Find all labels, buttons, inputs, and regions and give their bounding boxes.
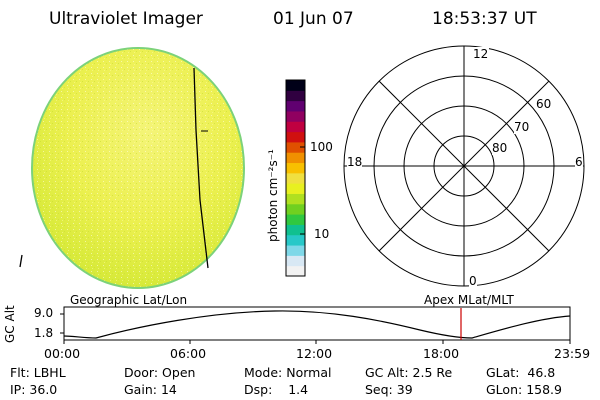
- colorbar-tick-100: 100: [310, 140, 333, 154]
- footer-seq: Seq: 39: [365, 382, 413, 397]
- mlt-label-12: 12: [472, 47, 490, 61]
- orbit-axis-title: GC Alt: [3, 305, 17, 343]
- colorbar-segment: [286, 224, 305, 236]
- colorbar-segment: [286, 203, 305, 215]
- orbit-xtick-2359: 23:59: [554, 346, 591, 361]
- colorbar-segment: [286, 234, 305, 246]
- footer-gc-alt: GC Alt: 2.5 Re: [365, 365, 453, 380]
- orbit-altitude-curve: [63, 310, 571, 339]
- lat-label-80: 80: [492, 141, 508, 155]
- time-readout: 18:53:37 UT: [432, 9, 537, 29]
- colorbar-segment: [286, 100, 305, 112]
- footer-door: Door: Open: [124, 365, 196, 380]
- colorbar-segment: [286, 152, 305, 164]
- orbit-right-label: Apex MLat/MLT: [424, 293, 514, 307]
- orbit-xtick-0000: 00:00: [44, 346, 81, 361]
- colorbar-segment: [286, 162, 305, 174]
- disk-noise: [33, 49, 243, 287]
- orbit-ytick-1-8: 1.8: [34, 326, 54, 340]
- colorbar-segment: [286, 265, 305, 277]
- terminator-line: [193, 67, 209, 269]
- mlt-label-0: 0: [469, 274, 477, 288]
- orbit-xtick-1800: 18:00: [423, 346, 460, 361]
- colorbar-segment: [286, 80, 305, 91]
- orbit-left-label: Geographic Lat/Lon: [70, 293, 188, 307]
- colorbar-segment: [286, 172, 305, 184]
- orbit-xtick-1200: 12:00: [296, 346, 333, 361]
- orbit-xtick-0600: 06:00: [170, 346, 207, 361]
- colorbar-segment: [286, 131, 305, 143]
- mlt-label-6: 6: [575, 155, 583, 169]
- lat-label-60: 60: [536, 97, 552, 111]
- edge-mark: [19, 254, 23, 268]
- footer-glon: GLon: 158.9: [486, 382, 562, 397]
- footer-mode: Mode: Normal: [244, 365, 332, 380]
- polar-diag-2: [378, 80, 550, 252]
- footer-ip: IP: 36.0: [10, 382, 58, 397]
- colorbar-segment: [286, 90, 305, 102]
- footer-gain: Gain: 14: [124, 382, 177, 397]
- footer-filter: Flt: LBHL: [10, 365, 66, 380]
- colorbar-segment: [286, 193, 305, 205]
- lat-label-70: 70: [514, 120, 530, 134]
- colorbar-segment: [286, 141, 305, 153]
- orbit-ytick-9: 9.0: [34, 306, 54, 320]
- colorbar-segment: [286, 110, 305, 122]
- footer-dsp: Dsp: 1.4: [244, 382, 309, 397]
- colorbar-segment: [286, 245, 305, 256]
- app-title: Ultraviolet Imager: [49, 9, 203, 29]
- date-readout: 01 Jun 07: [273, 9, 354, 29]
- colorbar-segment: [286, 214, 305, 225]
- orbit-frame: [63, 306, 571, 341]
- colorbar-segment: [286, 183, 305, 194]
- colorbar-segment: [286, 255, 305, 267]
- colorbar-segment: [286, 121, 305, 133]
- mlt-label-18: 18: [347, 155, 363, 169]
- colorbar-tick-10: 10: [314, 227, 330, 241]
- footer-glat: GLat: 46.8: [486, 365, 556, 380]
